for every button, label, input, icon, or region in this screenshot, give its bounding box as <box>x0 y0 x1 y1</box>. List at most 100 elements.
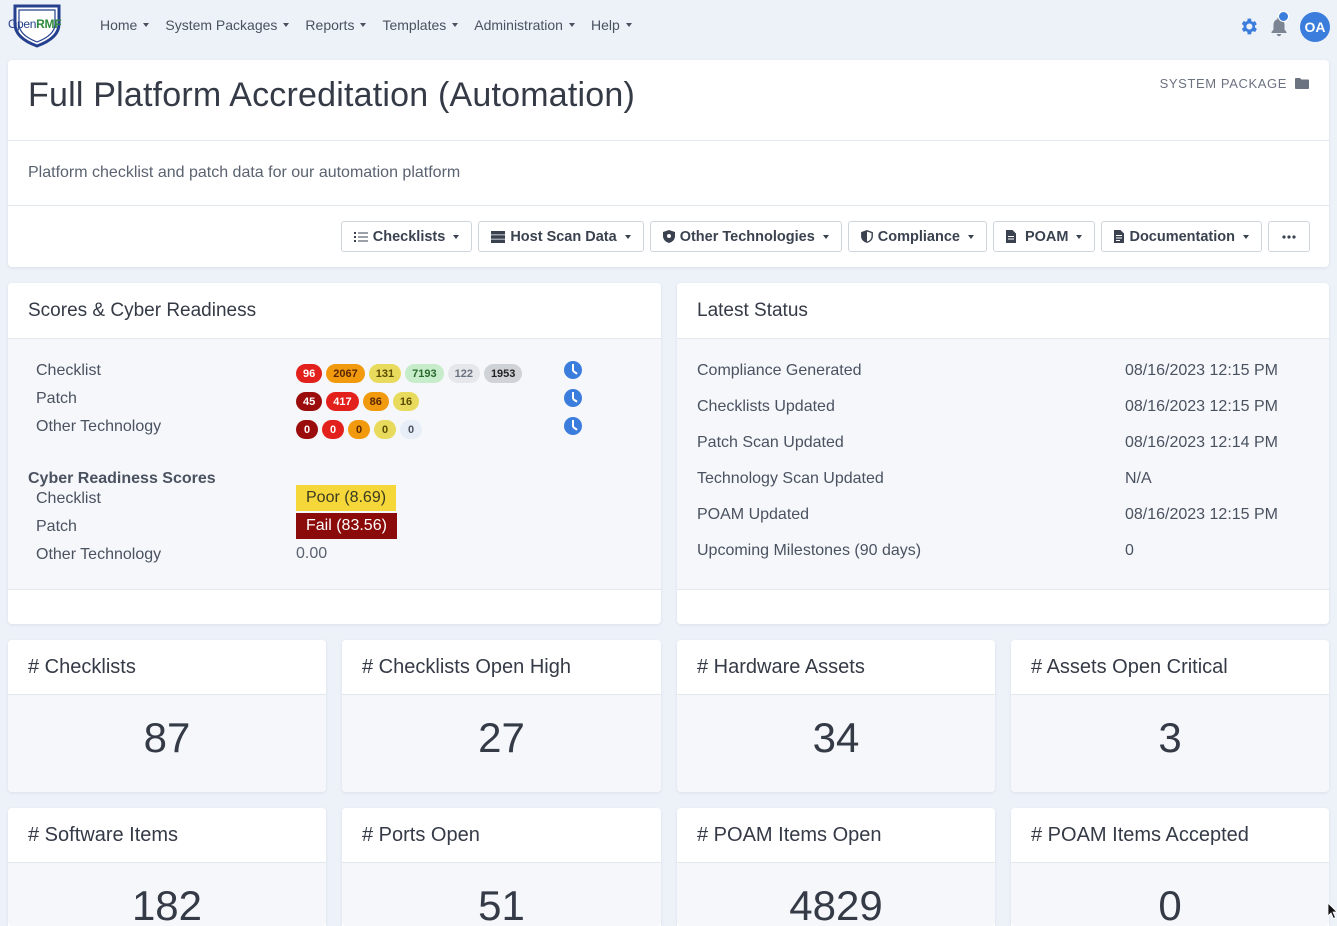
status-row: Compliance Generated 08/16/2023 12:15 PM <box>697 362 1279 379</box>
openrmf-logo[interactable]: OpenRMF <box>7 4 67 48</box>
stat-value: 0 <box>1158 882 1182 926</box>
divider <box>8 205 1329 206</box>
stat-body: 182 <box>8 863 326 926</box>
cyber-readiness-title: Cyber Readiness Scores <box>28 470 216 487</box>
nav-system-packages[interactable]: System Packages <box>165 17 290 33</box>
documentation-dropdown-button[interactable]: Documentation <box>1101 221 1262 252</box>
severity-pill[interactable]: 86 <box>362 392 389 411</box>
stat-card-poam-items-accepted[interactable]: # POAM Items Accepted 0 <box>1011 808 1329 926</box>
stat-value: 3 <box>1158 714 1182 761</box>
severity-pill[interactable]: 0 <box>348 420 370 439</box>
severity-pill[interactable]: 0 <box>374 420 396 439</box>
stat-card-hardware-assets[interactable]: # Hardware Assets 34 <box>677 640 995 792</box>
stat-title: # POAM Items Open <box>697 824 882 846</box>
nav-home[interactable]: Home <box>100 17 150 33</box>
severity-pill[interactable]: 45 <box>296 392 323 411</box>
cyber-score-other-technology: 0.00 <box>296 545 328 562</box>
severity-pill[interactable]: 1953 <box>483 364 523 383</box>
stat-header: # POAM Items Open <box>677 808 995 863</box>
severity-pill[interactable]: 96 <box>296 364 323 383</box>
card-title: Scores & Cyber Readiness <box>28 300 257 321</box>
stat-value: 87 <box>143 714 191 761</box>
stat-card-checklists[interactable]: # Checklists 87 <box>8 640 326 792</box>
status-row: Patch Scan Updated 08/16/2023 12:14 PM <box>697 434 1279 451</box>
nav-administration[interactable]: Administration <box>474 17 575 33</box>
severity-pill[interactable]: 0 <box>296 420 318 439</box>
cyber-label-patch: Patch <box>36 518 77 535</box>
clock-icon[interactable] <box>564 417 582 435</box>
caret-down-icon <box>360 23 367 27</box>
status-row: Technology Scan Updated N/A <box>697 470 1152 487</box>
poam-dropdown-button[interactable]: POAM <box>992 221 1096 252</box>
severity-pill[interactable]: 16 <box>392 392 420 411</box>
stat-header: # Assets Open Critical <box>1011 640 1329 695</box>
caret-down-icon <box>822 234 829 239</box>
stat-title: # POAM Items Accepted <box>1031 824 1249 846</box>
stat-body: 34 <box>677 695 995 792</box>
shield-half-icon <box>860 230 873 243</box>
severity-pill[interactable]: 0 <box>400 420 422 439</box>
compliance-dropdown-button[interactable]: Compliance <box>847 221 987 252</box>
stat-header: # POAM Items Accepted <box>1011 808 1329 863</box>
logo-text: OpenRMF <box>8 17 62 31</box>
score-label-checklist: Checklist <box>36 362 101 379</box>
stat-header: # Checklists <box>8 640 326 695</box>
caret-down-icon <box>452 23 459 27</box>
gear-icon[interactable] <box>1238 16 1259 37</box>
severity-pill[interactable]: 417 <box>326 392 359 411</box>
status-row: Upcoming Milestones (90 days) 0 <box>697 542 1134 559</box>
stat-value: 182 <box>131 882 203 926</box>
ellipsis-icon <box>1282 234 1296 239</box>
stat-header: # Hardware Assets <box>677 640 995 695</box>
stat-title: # Hardware Assets <box>697 656 865 678</box>
stat-body: 3 <box>1011 695 1329 792</box>
server-icon <box>491 230 506 243</box>
stat-title: # Checklists <box>28 656 136 678</box>
clock-icon[interactable] <box>564 389 582 407</box>
stat-card-checklists-open-high[interactable]: # Checklists Open High 27 <box>342 640 661 792</box>
nav-templates[interactable]: Templates <box>382 17 459 33</box>
caret-down-icon <box>967 234 974 239</box>
user-avatar[interactable]: OA <box>1300 12 1330 42</box>
cyber-label-checklist: Checklist <box>36 490 101 507</box>
stat-card-ports-open[interactable]: # Ports Open 51 <box>342 808 661 926</box>
nav-reports[interactable]: Reports <box>305 17 367 33</box>
stat-card-poam-items-open[interactable]: # POAM Items Open 4829 <box>677 808 995 926</box>
mouse-cursor-icon <box>1328 903 1337 919</box>
stat-card-software-items[interactable]: # Software Items 182 <box>8 808 326 926</box>
severity-pill[interactable]: 7193 <box>405 364 444 383</box>
document-icon <box>1114 230 1125 243</box>
checklist-severity-pills: 96 2067 131 7193 122 1953 <box>296 364 523 383</box>
caret-down-icon <box>1076 234 1083 239</box>
card-body: Compliance Generated 08/16/2023 12:15 PM … <box>677 339 1329 590</box>
stat-value: 34 <box>812 714 860 761</box>
stat-title: # Assets Open Critical <box>1031 656 1228 678</box>
stat-header: # Checklists Open High <box>342 640 661 695</box>
stat-title: # Checklists Open High <box>362 656 571 678</box>
list-check-icon <box>353 231 368 242</box>
nav-help[interactable]: Help <box>591 17 632 33</box>
folder-icon <box>1295 78 1309 89</box>
stat-value: 27 <box>478 714 525 761</box>
system-package-label: SYSTEM PACKAGE <box>1160 76 1309 91</box>
host-scan-data-dropdown-button[interactable]: Host Scan Data <box>478 221 644 252</box>
stat-body: 0 <box>1011 863 1329 926</box>
cyber-label-other-technology: Other Technology <box>36 546 162 563</box>
checklists-dropdown-button[interactable]: Checklists <box>340 221 473 252</box>
stat-body: 4829 <box>677 863 995 926</box>
more-actions-button[interactable] <box>1268 221 1310 252</box>
severity-pill[interactable]: 2067 <box>326 364 365 383</box>
caret-down-icon <box>283 23 290 27</box>
caret-down-icon <box>624 234 631 239</box>
stat-header: # Ports Open <box>342 808 661 863</box>
score-label-other-technology: Other Technology <box>36 418 162 435</box>
severity-pill[interactable]: 122 <box>447 364 480 383</box>
clock-icon[interactable] <box>564 361 582 379</box>
stat-title: # Software Items <box>28 824 179 846</box>
severity-pill[interactable]: 0 <box>322 420 344 439</box>
stat-card-assets-open-critical[interactable]: # Assets Open Critical 3 <box>1011 640 1329 792</box>
card-body: Checklist 96 2067 131 7193 122 1953 Patch 45 4… <box>8 339 661 590</box>
severity-pill[interactable]: 131 <box>368 364 402 383</box>
other-technologies-dropdown-button[interactable]: Other Technologies <box>649 221 842 252</box>
